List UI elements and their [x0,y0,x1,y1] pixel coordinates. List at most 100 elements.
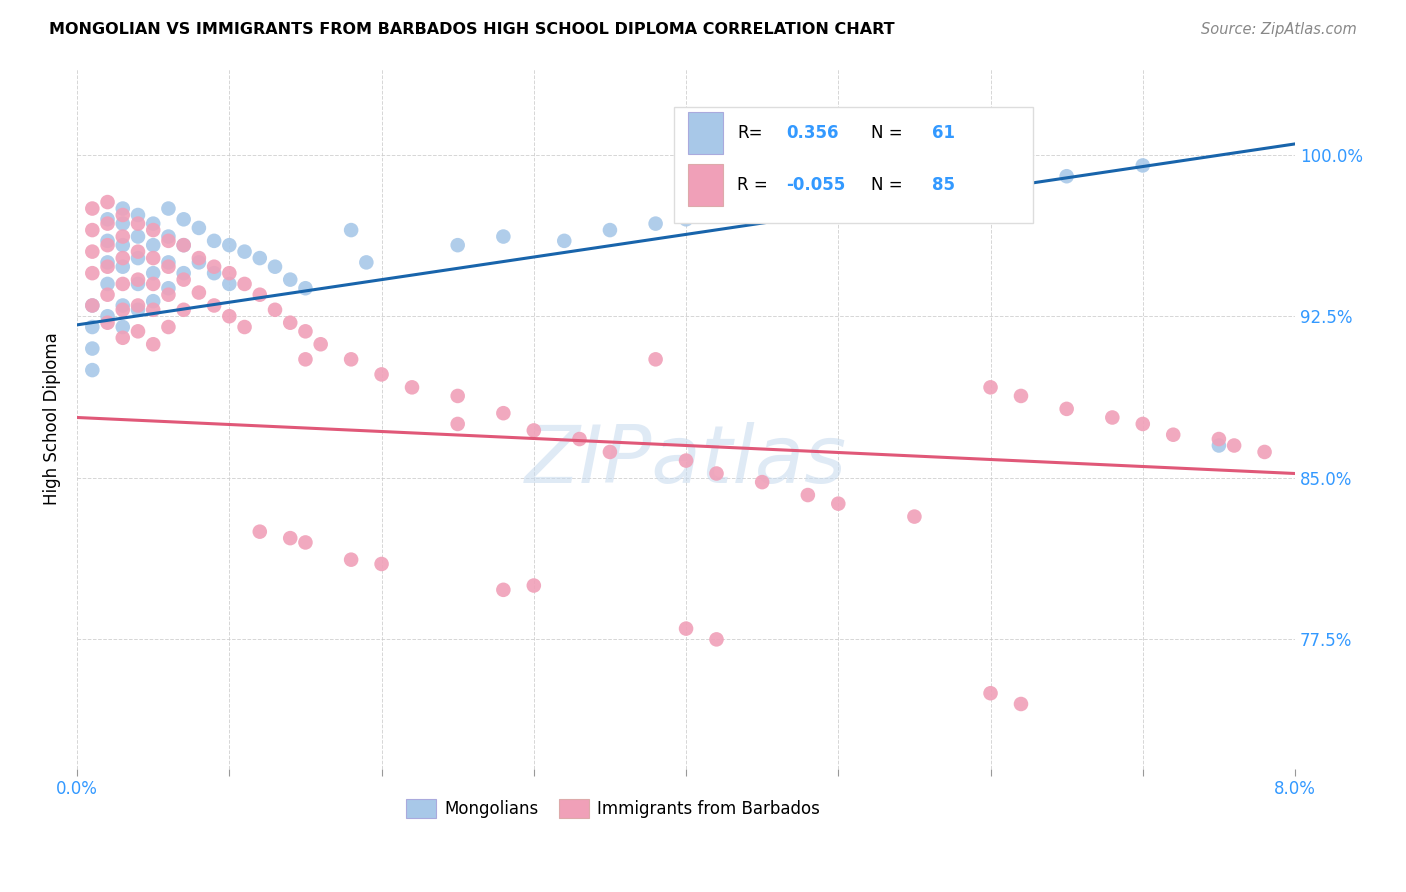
Point [1132,158,1154,172]
Point [157,255,180,269]
Point [675,453,697,467]
Point [202,266,225,280]
Point [401,380,423,394]
Point [1101,410,1123,425]
Point [157,229,180,244]
Point [142,251,165,265]
Point [447,238,470,252]
Point [142,238,165,252]
Point [96,195,118,210]
Point [827,497,849,511]
Point [142,266,165,280]
Point [903,186,925,201]
Text: ZIPatlas: ZIPatlas [524,422,848,500]
Point [96,238,118,252]
Point [553,234,575,248]
Point [111,331,134,345]
Legend: Mongolians, Immigrants from Barbados: Mongolians, Immigrants from Barbados [399,792,827,825]
Text: R =: R = [737,177,768,194]
Point [111,217,134,231]
Point [340,223,363,237]
Point [370,557,392,571]
Point [157,234,180,248]
Point [249,251,271,265]
Point [797,195,820,210]
Point [96,310,118,324]
Text: 85: 85 [932,177,955,194]
Point [202,260,225,274]
Point [1010,697,1032,711]
Point [202,298,225,312]
Point [797,488,820,502]
Text: N =: N = [872,124,903,143]
Point [187,255,209,269]
Point [751,475,773,489]
Point [202,234,225,248]
Point [903,509,925,524]
Point [111,298,134,312]
Point [127,302,149,317]
Point [111,277,134,291]
Point [523,424,546,438]
Point [980,180,1002,194]
Point [706,208,728,222]
Point [96,277,118,291]
FancyBboxPatch shape [673,107,1033,222]
Point [111,302,134,317]
Point [127,217,149,231]
Point [173,238,195,252]
Point [96,316,118,330]
Point [187,251,209,265]
Point [233,244,256,259]
Text: Source: ZipAtlas.com: Source: ZipAtlas.com [1201,22,1357,37]
Point [1056,401,1078,416]
Point [187,285,209,300]
Point [294,535,316,549]
Point [82,298,104,312]
Point [827,191,849,205]
Text: 61: 61 [932,124,955,143]
Point [278,316,301,330]
Point [111,260,134,274]
Point [644,352,666,367]
Point [218,238,240,252]
Bar [689,112,723,154]
Point [111,208,134,222]
Point [447,389,470,403]
Point [96,212,118,227]
Point [751,202,773,216]
Point [127,229,149,244]
Point [173,212,195,227]
Point [492,406,515,420]
Point [111,320,134,334]
Point [294,352,316,367]
Point [187,221,209,235]
Point [127,277,149,291]
Point [675,212,697,227]
Point [1208,438,1230,452]
Point [142,277,165,291]
Point [523,578,546,592]
Text: MONGOLIAN VS IMMIGRANTS FROM BARBADOS HIGH SCHOOL DIPLOMA CORRELATION CHART: MONGOLIAN VS IMMIGRANTS FROM BARBADOS HI… [49,22,894,37]
Point [599,445,621,459]
Point [96,234,118,248]
Point [157,260,180,274]
Point [127,324,149,338]
Point [599,223,621,237]
Point [82,298,104,312]
Point [157,287,180,301]
Point [157,202,180,216]
Point [82,342,104,356]
Point [218,277,240,291]
Point [294,281,316,295]
Text: -0.055: -0.055 [786,177,845,194]
Point [1056,169,1078,184]
Text: N =: N = [872,177,903,194]
Point [340,352,363,367]
Point [278,531,301,545]
Point [294,324,316,338]
Point [218,266,240,280]
Point [142,223,165,237]
Point [82,266,104,280]
Point [82,244,104,259]
